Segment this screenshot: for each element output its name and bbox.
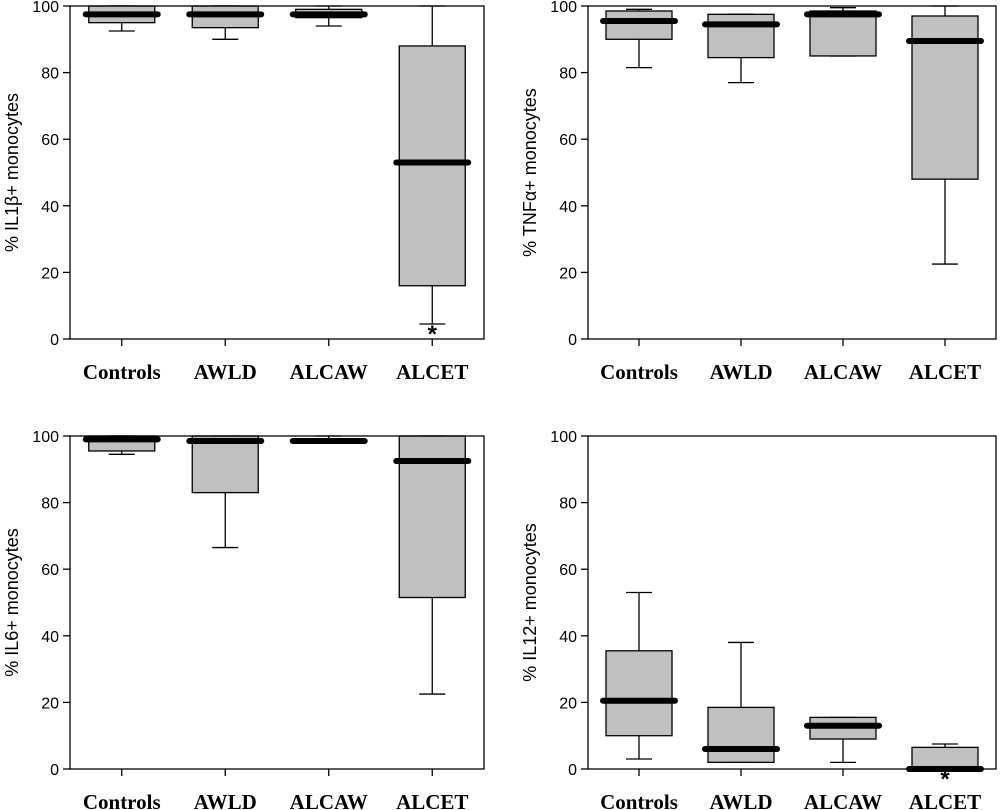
category-label: ALCET bbox=[909, 360, 981, 384]
y-axis-label: % IL1β+ monocytes bbox=[2, 93, 22, 252]
y-tick-label: 20 bbox=[559, 265, 577, 282]
y-axis-label: % IL6+ monocytes bbox=[2, 528, 22, 677]
iqr-box bbox=[398, 45, 466, 287]
category-label: ALCAW bbox=[804, 790, 882, 810]
box-tnfa-alcet bbox=[906, 5, 984, 265]
box-tnfa-alcaw bbox=[804, 7, 882, 57]
iqr-box bbox=[605, 10, 673, 40]
category-label: AWLD bbox=[194, 360, 257, 384]
plot-frame bbox=[587, 5, 997, 340]
y-tick-label: 60 bbox=[559, 562, 577, 579]
iqr-box bbox=[707, 706, 775, 763]
y-tick-label: 60 bbox=[41, 132, 59, 149]
y-tick-label: 20 bbox=[41, 695, 59, 712]
box-il12-awld bbox=[702, 641, 780, 763]
y-tick-label: 100 bbox=[550, 429, 577, 446]
y-tick-label: 80 bbox=[559, 496, 577, 513]
panel-tnfa: 0 20 40 60 80 100 Controls AWLD ALCAW ALCET % TNFα… bbox=[520, 0, 997, 384]
y-tick-label: 40 bbox=[559, 629, 577, 646]
plot-frame bbox=[69, 435, 485, 770]
y-tick-label: 80 bbox=[559, 66, 577, 83]
category-label: ALCET bbox=[909, 790, 981, 810]
box-il12-alcaw bbox=[804, 716, 882, 763]
y-tick-label: 60 bbox=[41, 562, 59, 579]
box-tnfa-controls bbox=[600, 8, 678, 69]
box-il1b-controls bbox=[82, 5, 161, 32]
box-il6-controls bbox=[82, 435, 161, 455]
y-tick-label: 60 bbox=[559, 132, 577, 149]
y-tick-label: 20 bbox=[559, 695, 577, 712]
box-tnfa-awld bbox=[702, 13, 780, 84]
y-tick-label: 0 bbox=[568, 762, 577, 779]
box-il1b-awld bbox=[186, 5, 265, 40]
iqr-box bbox=[707, 13, 775, 59]
y-tick-label: 80 bbox=[41, 66, 59, 83]
category-label: Controls bbox=[83, 360, 161, 384]
category-label: ALCAW bbox=[804, 360, 882, 384]
y-tick-label: 0 bbox=[50, 332, 59, 349]
y-tick-label: 100 bbox=[550, 0, 577, 16]
panel-il1b: * 0 20 40 60 80 100 Controls AWLD ALCAW ALCET % IL1… bbox=[2, 0, 485, 384]
iqr-box bbox=[605, 650, 673, 737]
panel-il12: * 0 20 40 60 80 100 Controls AWLD ALCAW ALCET % IL1… bbox=[520, 429, 997, 810]
category-label: ALCET bbox=[396, 790, 468, 810]
iqr-box bbox=[191, 435, 259, 494]
box-il6-awld bbox=[186, 435, 265, 549]
plot-frame bbox=[587, 435, 997, 770]
box-il12-controls bbox=[600, 591, 678, 760]
plot-frame bbox=[69, 5, 485, 340]
box-il6-alcet bbox=[393, 435, 472, 695]
y-tick-label: 40 bbox=[41, 199, 59, 216]
category-label: Controls bbox=[600, 360, 678, 384]
significance-marker: * bbox=[940, 766, 950, 793]
box-il1b-alcaw bbox=[289, 5, 368, 27]
category-label: ALCAW bbox=[290, 790, 368, 810]
box-il1b-alcet: * bbox=[393, 5, 472, 348]
y-tick-label: 20 bbox=[41, 265, 59, 282]
iqr-box bbox=[809, 10, 877, 57]
significance-marker: * bbox=[428, 321, 438, 348]
y-tick-label: 0 bbox=[50, 762, 59, 779]
y-tick-label: 100 bbox=[32, 429, 59, 446]
y-tick-label: 0 bbox=[568, 332, 577, 349]
category-label: Controls bbox=[600, 790, 678, 810]
y-tick-label: 40 bbox=[559, 199, 577, 216]
category-label: AWLD bbox=[709, 790, 772, 810]
panel-il6: 0 20 40 60 80 100 Controls AWLD ALCAW ALCET % IL6+… bbox=[2, 429, 485, 810]
y-axis-label: % TNFα+ monocytes bbox=[520, 88, 540, 257]
y-tick-label: 80 bbox=[41, 496, 59, 513]
category-label: AWLD bbox=[194, 790, 257, 810]
category-label: ALCET bbox=[396, 360, 468, 384]
box-il6-alcaw bbox=[289, 435, 368, 444]
y-tick-label: 40 bbox=[41, 629, 59, 646]
y-axis-label: % IL12+ monocytes bbox=[520, 523, 540, 682]
category-label: AWLD bbox=[709, 360, 772, 384]
category-label: Controls bbox=[83, 790, 161, 810]
y-tick-label: 100 bbox=[32, 0, 59, 16]
category-label: ALCAW bbox=[290, 360, 368, 384]
